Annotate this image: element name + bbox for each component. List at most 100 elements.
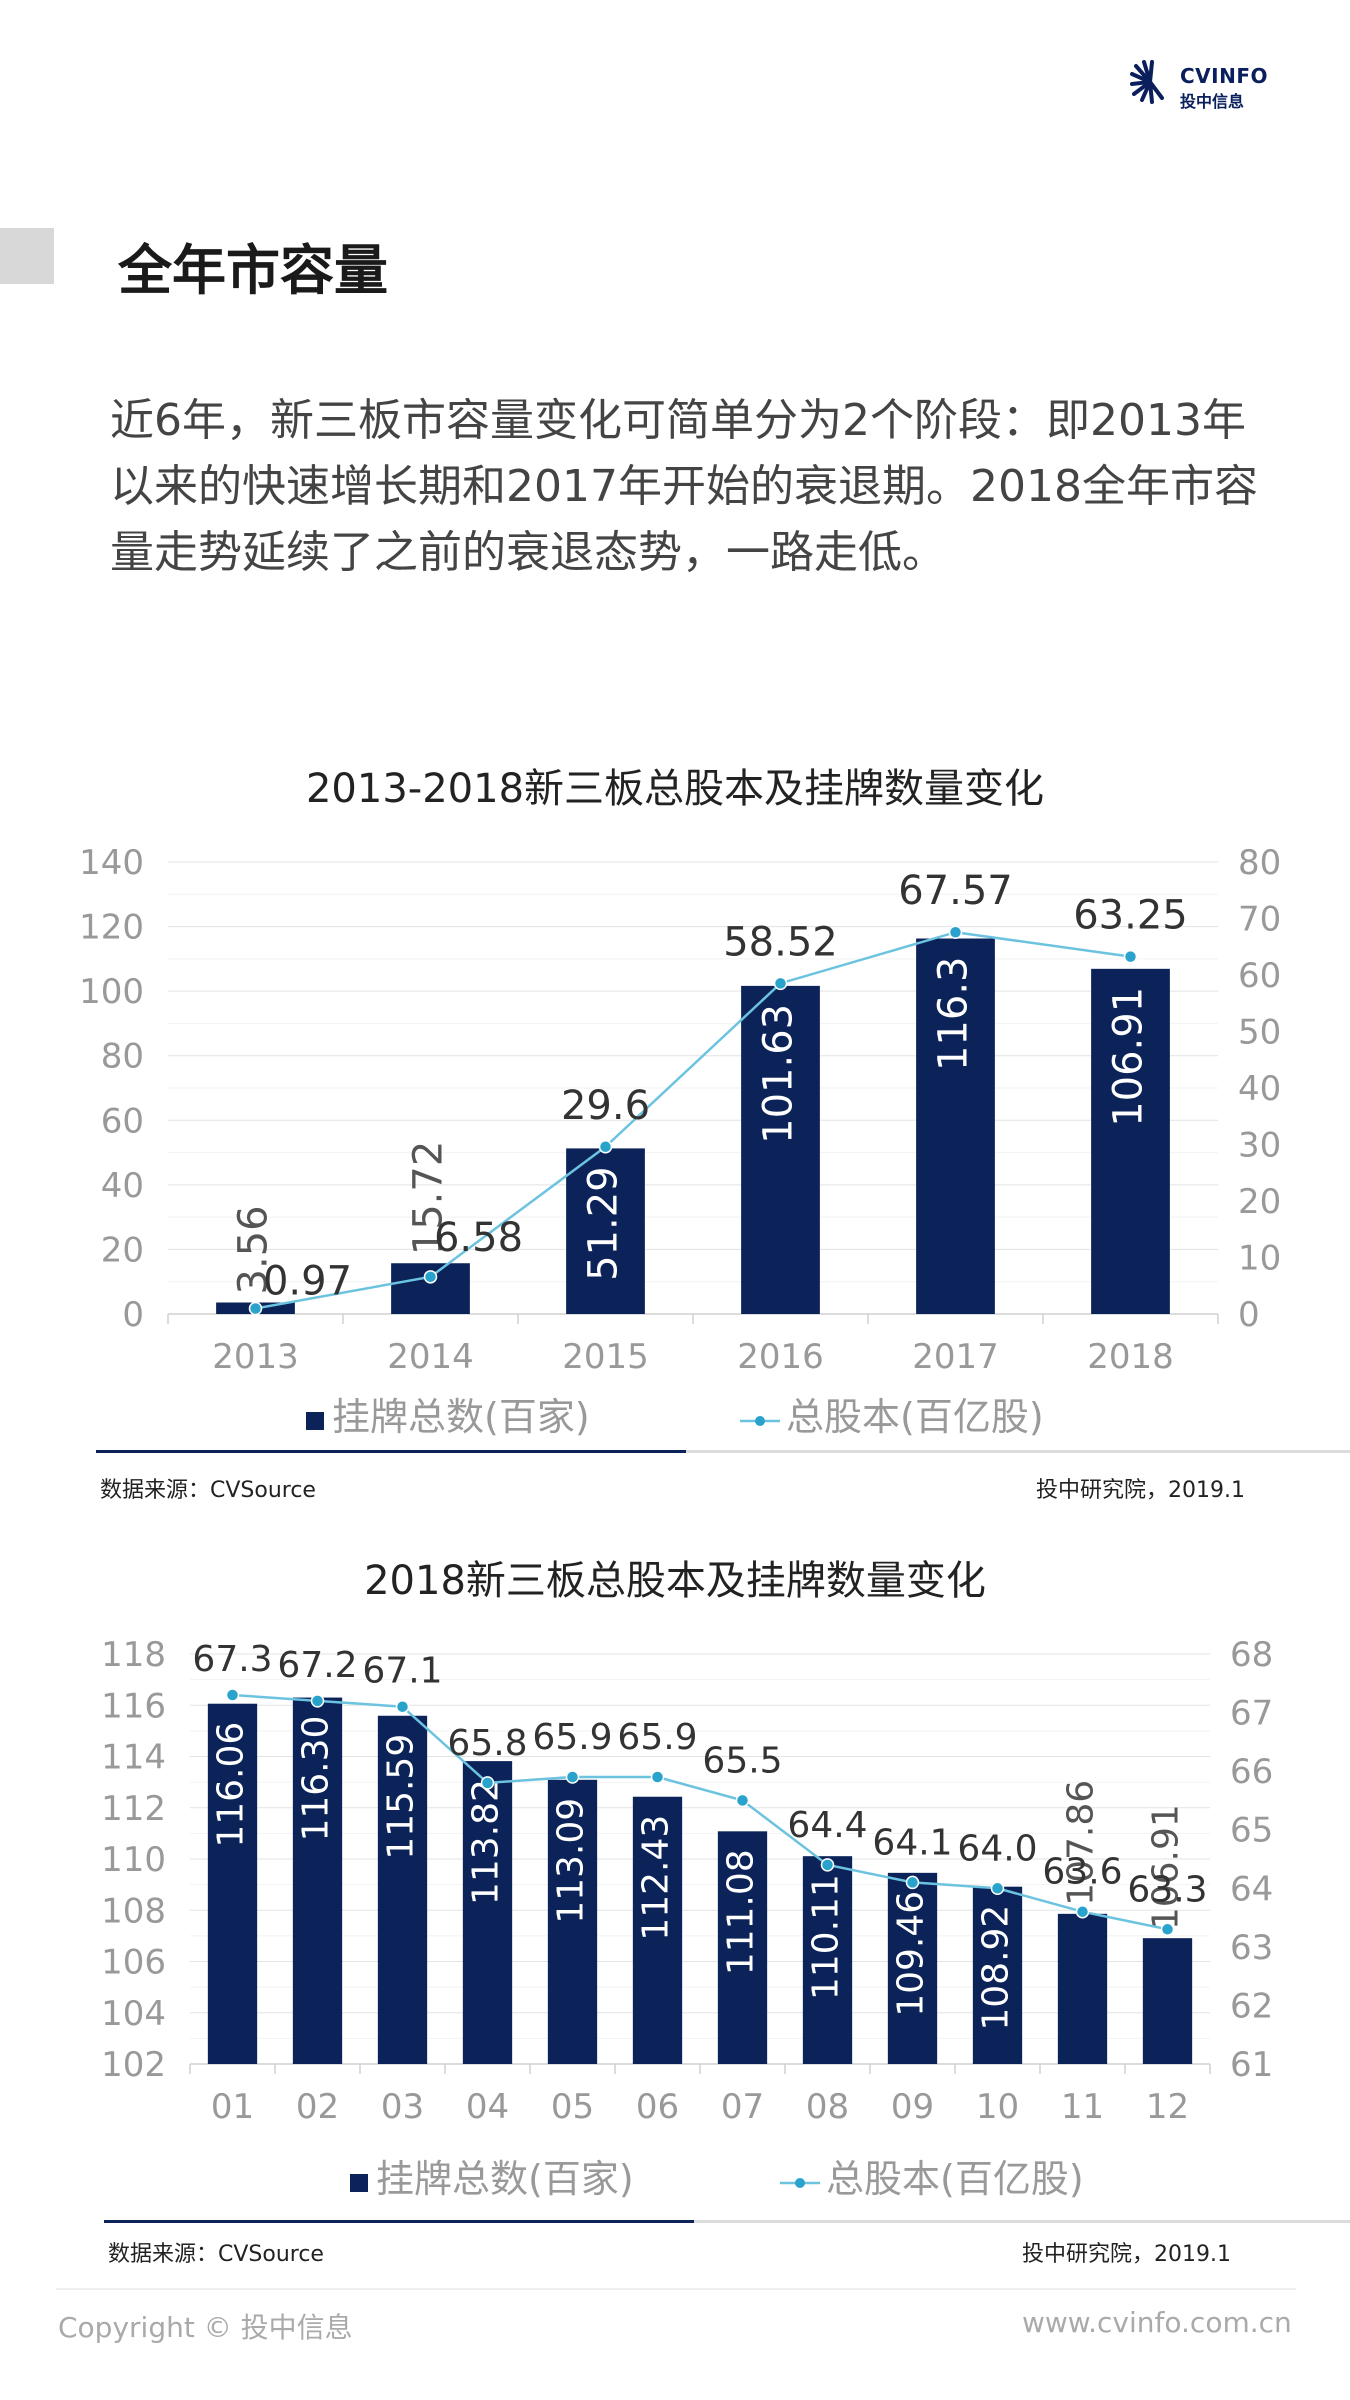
chart2-x-tick-label: 11: [1061, 2087, 1104, 2127]
chart-1-credit: 投中研究院，2019.1: [1036, 1478, 1245, 1503]
chart2-line-value-label: 63.6: [1042, 1852, 1122, 1893]
chart2-bar: [377, 1715, 428, 2064]
chart2-y-left-tick: 108: [101, 1891, 166, 1931]
chart1-bar-value-label: 51.29: [581, 1166, 627, 1281]
website-link[interactable]: www.cvinfo.com.cn: [1022, 2306, 1292, 2339]
chart2-legend-line-label: 总股本(百亿股): [826, 2157, 1084, 2201]
chart2-line-point: [990, 1881, 1005, 1896]
chart2-line-point: [1160, 1922, 1175, 1937]
chart2-bar-value-label: 113.82: [466, 1779, 507, 1905]
chart2-bar-value-label: 116.06: [211, 1722, 252, 1848]
chart2-y-left-tick: 116: [101, 1686, 166, 1726]
chart2-y-right-tick: 65: [1230, 1811, 1273, 1851]
chart1-y-left-tick: 40: [101, 1166, 144, 1206]
chart1-y-left-tick: 80: [101, 1037, 144, 1077]
chart1-line-point: [948, 925, 963, 939]
chart2-bar-value-label: 116.30: [296, 1716, 337, 1842]
chart2-bar: [717, 1831, 768, 2064]
chart2-bar: [207, 1703, 258, 2064]
chart2-line-point: [565, 1770, 580, 1784]
chart2-bar: [292, 1697, 343, 2064]
chart2-bar: [887, 1872, 938, 2064]
chart2-y-right-tick: 63: [1230, 1928, 1273, 1968]
chart1-legend-line-label: 总股本(百亿股): [786, 1395, 1044, 1439]
chart2-x-tick-label: 06: [636, 2087, 679, 2127]
chart1-line-value-label: 63.25: [1073, 893, 1188, 939]
chart2-bar-value-label: 108.92: [976, 1905, 1017, 2031]
chart2-line-value-label: 64.1: [872, 1822, 952, 1863]
chart2-y-left-tick: 114: [101, 1738, 166, 1778]
chart2-y-right-tick: 68: [1230, 1635, 1273, 1675]
chart2-line-value-label: 67.1: [362, 1651, 442, 1692]
chart1-x-tick-label: 2014: [387, 1337, 474, 1377]
chart1-legend-bar-label: 挂牌总数(百家): [332, 1395, 590, 1439]
chart1-rule-light: [686, 1450, 1350, 1453]
chart2-legend-bar-swatch: [350, 2174, 368, 2192]
chart2-y-right-tick: 67: [1230, 1694, 1273, 1734]
cvinfo-logo: CVINFO 投中信息: [1128, 60, 1268, 111]
chart2-y-left-tick: 118: [101, 1635, 166, 1675]
chart2-line-point: [735, 1793, 750, 1808]
footer-divider: [56, 2288, 1296, 2290]
chart2-line-point: [905, 1875, 920, 1890]
chart1-line-point: [248, 1301, 263, 1316]
chart2-legend-bar-label: 挂牌总数(百家): [376, 2157, 634, 2201]
chart2-y-left-tick: 110: [101, 1840, 166, 1880]
chart2-y-left-tick: 102: [101, 2045, 166, 2085]
chart1-y-left-tick: 60: [101, 1101, 144, 1141]
chart-2: 1021041061081101121141161186162636465666…: [101, 1635, 1350, 2223]
chart1-bar: [741, 985, 820, 1314]
chart1-x-tick-label: 2018: [1087, 1337, 1174, 1377]
chart1-bar: [1091, 968, 1170, 1314]
chart2-bar: [1057, 1913, 1108, 2064]
chart1-line-point: [598, 1140, 613, 1154]
copyright-text: Copyright © 投中信息: [58, 2311, 353, 2344]
chart2-y-left-tick: 106: [101, 1943, 166, 1983]
chart2-x-tick-label: 05: [551, 2087, 594, 2127]
chart2-x-tick-label: 02: [296, 2087, 339, 2127]
chart2-line-point: [1075, 1904, 1090, 1919]
chart2-bar-value-label: 106.91: [1146, 1804, 1187, 1930]
chart1-y-right-tick: 80: [1238, 843, 1281, 883]
chart2-line-value-label: 65.5: [702, 1740, 782, 1781]
chart2-bar: [1142, 1938, 1193, 2064]
chart2-x-tick-label: 08: [806, 2087, 849, 2127]
chart1-y-right-tick: 10: [1238, 1239, 1281, 1279]
chart1-y-right-tick: 30: [1238, 1126, 1281, 1166]
chart2-bar-value-label: 109.46: [891, 1891, 932, 2017]
chart2-bar: [462, 1761, 513, 2064]
page-title: 全年市容量: [118, 239, 388, 302]
chart1-legend-line-marker: [755, 1416, 765, 1426]
chart2-rule-light: [694, 2220, 1350, 2223]
title-accent-bar: [0, 228, 54, 284]
chart1-y-left-tick: 120: [79, 908, 144, 948]
chart1-line-series: [255, 930, 1131, 1310]
logo-brand: CVINFO: [1180, 64, 1268, 88]
chart1-bar: [916, 938, 995, 1314]
chart2-line-point: [395, 1699, 410, 1714]
chart2-bar: [547, 1779, 598, 2064]
chart2-line-value-label: 65.8: [447, 1723, 527, 1764]
chart2-y-right-tick: 64: [1230, 1869, 1273, 1909]
chart-1-source: 数据来源：CVSource: [100, 1478, 316, 1503]
chart2-bar: [802, 1856, 853, 2064]
chart-2-credit: 投中研究院，2019.1: [1022, 2242, 1231, 2267]
chart1-x-tick-label: 2013: [212, 1337, 299, 1377]
chart1-line-point: [1123, 949, 1138, 964]
chart2-bar: [632, 1796, 683, 2064]
chart2-y-right-tick: 61: [1230, 2045, 1273, 2085]
chart2-line-value-label: 67.2: [277, 1645, 357, 1686]
chart1-y-left-tick: 140: [79, 843, 144, 883]
chart1-y-right-tick: 70: [1238, 900, 1281, 940]
chart2-line-point: [310, 1694, 325, 1708]
chart2-y-right-tick: 66: [1230, 1752, 1273, 1792]
chart1-bar-value-label: 116.3: [931, 957, 977, 1072]
chart1-line-value-label: 29.6: [561, 1083, 650, 1129]
chart1-line-value-label: 6.58: [434, 1215, 523, 1261]
chart2-legend-line-marker: [795, 2178, 805, 2188]
chart1-y-right-tick: 0: [1238, 1295, 1260, 1335]
chart-1-title: 2013-2018新三板总股本及挂牌数量变化: [305, 766, 1045, 812]
chart2-x-tick-label: 03: [381, 2087, 424, 2127]
chart1-line-point: [773, 976, 788, 991]
chart2-line-point: [820, 1858, 835, 1872]
